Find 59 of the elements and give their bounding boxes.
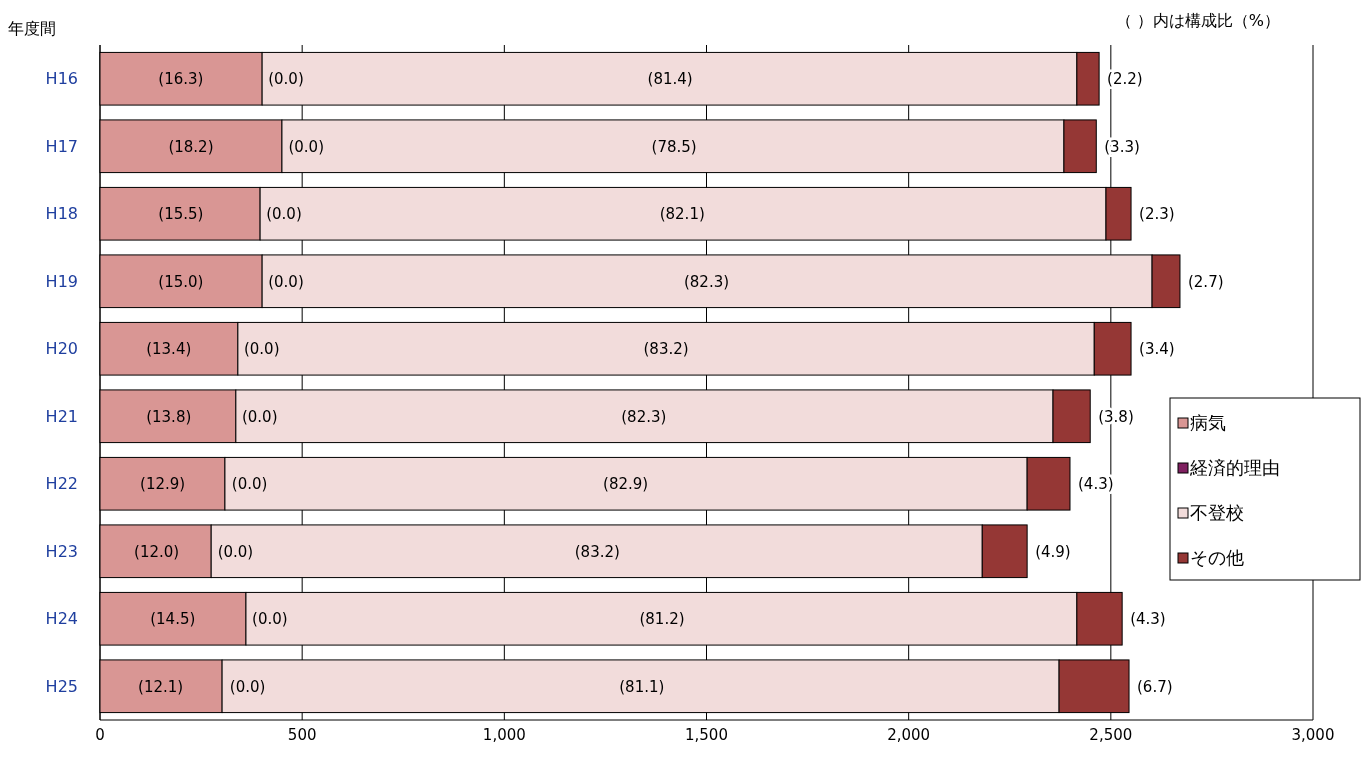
annotation: (13.8) bbox=[146, 407, 192, 426]
annotation: (2.3) bbox=[1139, 205, 1175, 223]
annotation: (82.3) bbox=[683, 272, 730, 291]
annotation: (81.2) bbox=[639, 610, 685, 628]
y-tick-label: H21 bbox=[45, 406, 78, 426]
annotation: (82.1) bbox=[659, 205, 705, 223]
annotation: (15.0) bbox=[158, 272, 204, 291]
y-tick-label: H22 bbox=[45, 474, 78, 494]
x-tick-label: 2,500 bbox=[1089, 726, 1133, 744]
y-axis-title: 年度間 bbox=[8, 19, 56, 38]
annotation: (0.0) bbox=[229, 677, 266, 696]
annotation: (0.0) bbox=[268, 70, 304, 88]
x-tick-label: 2,000 bbox=[887, 726, 931, 744]
annotation: (4.9) bbox=[1035, 542, 1071, 561]
annotation: (18.2) bbox=[168, 137, 214, 156]
annotation: (13.4) bbox=[146, 340, 192, 358]
annotation: (6.7) bbox=[1137, 677, 1173, 696]
legend-label: その他 bbox=[1190, 547, 1244, 569]
text: （ ）内は構成比（%） bbox=[1115, 11, 1280, 30]
legend-label: 不登校 bbox=[1190, 502, 1244, 524]
legend-label: 病気 bbox=[1190, 412, 1226, 434]
annotation: (82.3) bbox=[621, 407, 667, 426]
annotation: (0.0) bbox=[217, 542, 254, 561]
y-tick-label: H20 bbox=[45, 339, 78, 359]
annotation: (0.0) bbox=[288, 137, 324, 156]
annotation: (83.2) bbox=[643, 340, 689, 358]
annotation: (78.5) bbox=[651, 137, 697, 156]
annotation: (83.2) bbox=[574, 542, 620, 561]
y-tick-label: H24 bbox=[45, 609, 78, 629]
annotation: (3.4) bbox=[1139, 340, 1175, 358]
annotation: (15.5) bbox=[158, 205, 204, 223]
y-tick-label: H23 bbox=[45, 541, 78, 561]
y-tick-label: H19 bbox=[45, 271, 78, 291]
annotation: (0.0) bbox=[231, 475, 268, 493]
annotation: (0.0) bbox=[268, 272, 304, 291]
annotation: (82.9) bbox=[603, 475, 649, 493]
y-tick-label: H18 bbox=[45, 204, 78, 224]
annotation: (0.0) bbox=[266, 205, 302, 223]
annotation: (4.3) bbox=[1130, 610, 1166, 628]
x-tick-label: 1,000 bbox=[482, 726, 526, 744]
annotation: (12.0) bbox=[134, 542, 180, 561]
annotation: (81.4) bbox=[647, 70, 693, 88]
legend-label: 経済的理由 bbox=[1189, 457, 1280, 479]
annotation: (81.1) bbox=[619, 677, 665, 696]
annotation: (12.9) bbox=[140, 475, 186, 493]
annotation: (0.0) bbox=[241, 407, 278, 426]
y-tick-label: H17 bbox=[45, 136, 78, 156]
annotation: (12.1) bbox=[138, 677, 184, 696]
annotation: (2.7) bbox=[1187, 272, 1224, 291]
annotation: (0.0) bbox=[243, 340, 280, 358]
y-tick-label: H25 bbox=[45, 676, 78, 696]
annotation: (0.0) bbox=[252, 610, 288, 628]
x-tick-label: 500 bbox=[287, 726, 317, 744]
x-tick-label: 0 bbox=[95, 726, 105, 744]
y-tick-label: H16 bbox=[45, 69, 78, 89]
annotation: (14.5) bbox=[150, 610, 196, 628]
annotation: (16.3) bbox=[158, 70, 204, 88]
x-tick-label: 1,500 bbox=[685, 726, 728, 744]
x-tick-label: 3,000 bbox=[1291, 726, 1335, 744]
